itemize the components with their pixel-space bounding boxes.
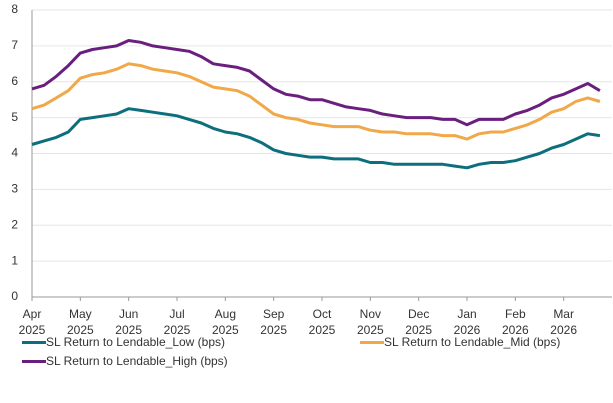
y-tick-label: 3 bbox=[11, 182, 18, 196]
y-tick-label: 7 bbox=[11, 38, 18, 52]
legend-swatch bbox=[22, 340, 46, 344]
x-tick-label: Sep 2025 bbox=[260, 307, 287, 337]
y-tick-label: 4 bbox=[11, 146, 18, 160]
x-tick-label: Oct 2025 bbox=[308, 307, 336, 337]
y-tick-label: 1 bbox=[11, 253, 18, 267]
legend-label: SL Return to Lendable_Mid (bps) bbox=[384, 335, 561, 349]
x-tick-label: Feb 2026 bbox=[501, 307, 529, 337]
x-tick-label: Nov 2025 bbox=[356, 307, 384, 337]
x-tick-label: Mar 2026 bbox=[550, 307, 577, 337]
legend-entry: SL Return to Lendable_High (bps) bbox=[22, 354, 228, 368]
legend-label: SL Return to Lendable_Low (bps) bbox=[46, 335, 226, 349]
x-tick-label: Jun 2025 bbox=[115, 307, 142, 337]
series-line bbox=[31, 39, 601, 127]
legend-swatch bbox=[360, 340, 384, 344]
y-tick-label: 2 bbox=[11, 217, 18, 231]
legend-entry: SL Return to Lendable_Low (bps) bbox=[22, 335, 225, 349]
x-tick-label: May 2025 bbox=[66, 307, 94, 337]
x-tick-label: Aug 2025 bbox=[211, 307, 239, 337]
legend-entry: SL Return to Lendable_Mid (bps) bbox=[360, 335, 560, 349]
legend-label: SL Return to Lendable_High (bps) bbox=[46, 354, 228, 368]
x-tick-label: Jul 2025 bbox=[163, 307, 191, 337]
x-tick-label: Jan 2026 bbox=[453, 307, 481, 337]
x-tick-label: Apr 2025 bbox=[18, 307, 46, 337]
y-tick-label: 8 bbox=[11, 2, 18, 16]
legend-swatch bbox=[22, 359, 46, 363]
x-tick-label: Dec 2025 bbox=[405, 307, 432, 337]
series-line bbox=[31, 62, 601, 141]
series-line bbox=[31, 107, 601, 170]
y-tick-label: 5 bbox=[11, 110, 18, 124]
y-tick-label: 0 bbox=[11, 289, 18, 303]
y-tick-label: 6 bbox=[11, 74, 18, 88]
